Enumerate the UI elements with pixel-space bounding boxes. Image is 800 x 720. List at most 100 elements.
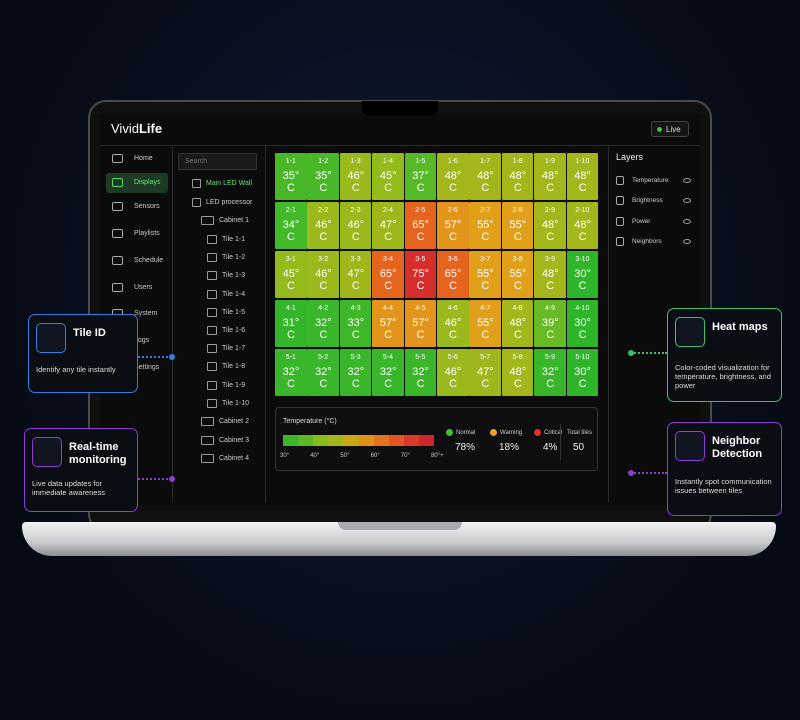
tree-item[interactable]: Cabinet 2 <box>201 416 258 428</box>
tile[interactable]: 1-1 35° C <box>275 153 307 200</box>
tile[interactable]: 3-9 48° C <box>534 251 566 298</box>
tree-item[interactable]: Tile 1-8 <box>207 361 258 373</box>
legend-swatch <box>298 435 314 446</box>
tile[interactable]: 4-8 48° C <box>501 300 534 347</box>
tree-item[interactable]: Cabinet 1 <box>201 215 258 227</box>
tile[interactable]: 2-1 34° C <box>275 202 307 249</box>
tile[interactable]: 5-8 48° C <box>501 349 534 396</box>
tile[interactable]: 1-6 48° C <box>437 153 469 200</box>
tile[interactable]: 2-10 48° C <box>566 202 599 249</box>
tile[interactable]: 5-10 30° C <box>566 349 599 396</box>
tile-id: 5-6 <box>447 354 458 361</box>
tree-item[interactable]: Tile 1-3 <box>207 270 258 282</box>
tree-item[interactable]: Cabinet 4 <box>201 453 258 465</box>
tile[interactable]: 1-2 35° C <box>307 153 339 200</box>
tile[interactable]: 4-5 57° C <box>404 300 437 347</box>
tile[interactable]: 3-3 47° C <box>339 251 372 298</box>
total-value: 50 <box>573 442 585 453</box>
tile[interactable]: 4-10 30° C <box>566 300 599 347</box>
tile-temp: 55° C <box>509 219 527 243</box>
tree-item[interactable]: Tile 1-2 <box>207 252 258 264</box>
tile[interactable]: 5-1 32° C <box>275 349 307 396</box>
tile-id: 3-3 <box>350 256 361 263</box>
tile[interactable]: 3-2 46° C <box>307 251 339 298</box>
tile[interactable]: 5-9 32° C <box>534 349 566 396</box>
tile[interactable]: 3-10 30° C <box>566 251 599 298</box>
tile[interactable]: 3-8 55° C <box>501 251 534 298</box>
tree-item[interactable]: Tile 1-4 <box>207 289 258 301</box>
tile[interactable]: 1-9 48° C <box>534 153 566 200</box>
tile[interactable]: 1-4 45° C <box>372 153 404 200</box>
tile[interactable]: 3-6 65° C <box>437 251 469 298</box>
callout-text: Color-coded visualization for temperatur… <box>675 363 771 390</box>
tile[interactable]: 4-9 39° C <box>534 300 566 347</box>
tile[interactable]: 1-10 48° C <box>566 153 599 200</box>
tile-id: 1-3 <box>350 158 361 165</box>
eye-icon <box>683 178 691 183</box>
legend-swatch <box>313 435 329 446</box>
tile[interactable]: 4-1 31° C <box>275 300 307 347</box>
layer-item[interactable]: Temperature <box>616 175 694 187</box>
tree-item[interactable]: Tile 1-10 <box>207 398 258 410</box>
tile[interactable]: 5-4 32° C <box>372 349 404 396</box>
tile[interactable]: 5-3 32° C <box>339 349 372 396</box>
tile[interactable]: 2-9 48° C <box>534 202 566 249</box>
tile[interactable]: 5-2 32° C <box>307 349 339 396</box>
tile[interactable]: 4-6 46° C <box>437 300 469 347</box>
nav-item[interactable]: Users <box>106 278 168 298</box>
tile[interactable]: 1-7 48° C <box>469 153 501 200</box>
layer-label: Power <box>632 217 651 225</box>
callout-icon <box>32 437 62 467</box>
nav-item[interactable]: Schedule <box>106 251 168 271</box>
tile[interactable]: 2-6 57° C <box>437 202 469 249</box>
nav-label: System <box>134 310 158 317</box>
layers-title: Layers <box>616 152 644 162</box>
tile[interactable]: 3-1 45° C <box>275 251 307 298</box>
tree-item[interactable]: Tile 1-5 <box>207 307 258 319</box>
tile[interactable]: 3-5 75° C <box>404 251 437 298</box>
tile[interactable]: 4-3 33° C <box>339 300 372 347</box>
tree-icon <box>201 417 214 426</box>
nav-item[interactable]: Home <box>106 149 168 169</box>
tile[interactable]: 5-5 32° C <box>404 349 437 396</box>
status-value: 78% <box>455 442 476 453</box>
tree-item[interactable]: Main LED Wall <box>192 178 258 190</box>
tile[interactable]: 2-7 55° C <box>469 202 501 249</box>
tile[interactable]: 2-2 46° C <box>307 202 339 249</box>
nav-item[interactable]: Playlists <box>106 224 168 244</box>
tile[interactable]: 5-6 46° C <box>437 349 469 396</box>
tile[interactable]: 1-8 48° C <box>501 153 534 200</box>
status-dot <box>490 429 497 436</box>
tile[interactable]: 2-5 65° C <box>404 202 437 249</box>
tree-item[interactable]: Tile 1-7 <box>207 343 258 355</box>
tree-item[interactable]: Tile 1-6 <box>207 325 258 337</box>
tile[interactable]: 2-3 46° C <box>339 202 372 249</box>
tile-temp: 48° C <box>509 317 527 341</box>
legend-tick: 30° <box>280 453 290 459</box>
tile[interactable]: 2-4 47° C <box>372 202 404 249</box>
layer-item[interactable]: Neighbors <box>616 236 694 248</box>
tile[interactable]: 3-7 55° C <box>469 251 501 298</box>
tile[interactable]: 4-2 32° C <box>307 300 339 347</box>
tile[interactable]: 4-7 55° C <box>469 300 501 347</box>
tree-icon <box>201 454 214 463</box>
tree-item[interactable]: LED processor <box>192 197 258 209</box>
tile[interactable]: 2-8 55° C <box>501 202 534 249</box>
tile[interactable]: 1-5 37° C <box>404 153 437 200</box>
tree-item[interactable]: Tile 1-1 <box>207 234 258 246</box>
nav-item[interactable]: Displays <box>106 173 168 193</box>
tile-temp: 48° C <box>444 170 462 194</box>
layer-item[interactable]: Brightness <box>616 195 694 207</box>
tile[interactable]: 4-4 57° C <box>372 300 404 347</box>
tree-item[interactable]: Tile 1-9 <box>207 380 258 392</box>
tile[interactable]: 1-3 46° C <box>339 153 372 200</box>
live-badge[interactable]: Live <box>651 121 689 137</box>
tile-id: 4-4 <box>382 305 393 312</box>
tree-label: Cabinet 3 <box>219 437 249 444</box>
tile[interactable]: 3-4 65° C <box>372 251 404 298</box>
search-box[interactable]: Search <box>178 153 257 170</box>
tile[interactable]: 5-7 47° C <box>469 349 501 396</box>
layer-item[interactable]: Power <box>616 216 694 228</box>
tree-item[interactable]: Cabinet 3 <box>201 435 258 447</box>
nav-item[interactable]: Sensors <box>106 197 168 217</box>
